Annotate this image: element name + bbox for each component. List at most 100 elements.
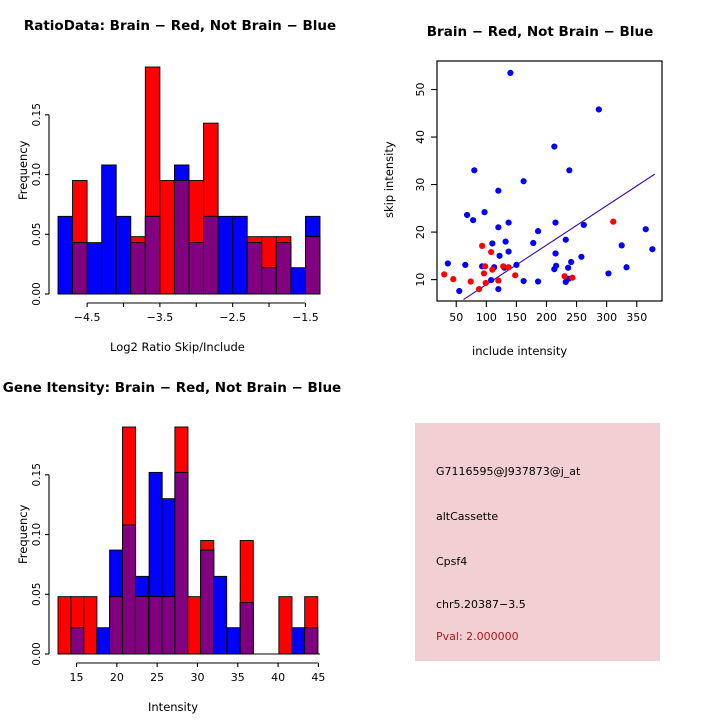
histogram-bar-overlap — [148, 596, 163, 655]
scatter-point — [505, 219, 512, 226]
histogram-bar-red — [159, 180, 175, 295]
histogram-bar-overlap — [203, 215, 219, 295]
event-type-text: altCassette — [436, 510, 499, 523]
scatter-point — [553, 262, 560, 269]
scatter-point — [552, 219, 559, 226]
histogram-bar-blue — [290, 267, 306, 295]
histogram-bar-overlap — [188, 242, 205, 295]
y-tick-label: 0.05 — [31, 583, 43, 606]
y-tick-label: 50 — [414, 83, 427, 97]
histogram-bar-overlap — [144, 215, 161, 295]
scatter-point — [605, 270, 612, 277]
scatter-point — [471, 167, 478, 174]
scatter-point — [495, 277, 502, 284]
x-tick-label: 200 — [536, 311, 557, 324]
histogram-bar-red — [57, 596, 72, 655]
histogram-bar-red — [187, 596, 202, 655]
histogram-bar-overlap — [161, 596, 176, 655]
y-tick-label: 0.15 — [31, 103, 43, 126]
scatter-panel: Brain − Red, Not Brain − Blue skip inten… — [360, 0, 720, 360]
scatter-point — [649, 246, 656, 253]
scatter-point — [623, 264, 630, 271]
scatter-canvas: 10 20 30 40 50 50 100 150 200 250 300 350 — [414, 60, 663, 324]
scatter-point — [495, 224, 502, 231]
y-tick-label: 40 — [414, 130, 427, 144]
x-tick-label: 150 — [506, 311, 527, 324]
x-tick-label: 35 — [231, 671, 245, 684]
scatter-title: Brain − Red, Not Brain − Blue — [426, 24, 654, 40]
y-tick-label: 0.00 — [31, 282, 43, 305]
scatter-point — [467, 278, 474, 285]
scatter-point — [530, 239, 537, 247]
scatter-point — [480, 270, 488, 277]
scatter-point — [566, 167, 573, 174]
y-tick-label: 0.10 — [31, 523, 43, 546]
histogram-bar-blue — [213, 575, 228, 655]
histogram-bar-blue — [96, 627, 111, 655]
gene-histogram-xlabel: Intensity — [148, 700, 199, 714]
histogram-bar-blue — [115, 215, 132, 295]
histogram-bar-overlap — [239, 602, 254, 655]
scatter-point — [551, 143, 558, 150]
histogram-bar-blue — [291, 627, 306, 655]
pval-text: Pval: 2.000000 — [436, 630, 519, 643]
x-tick-label: 100 — [476, 311, 497, 324]
scatter-xlabel: include intensity — [472, 344, 568, 358]
probe-id-text: G7116595@J937873@j_at — [436, 465, 581, 478]
scatter-point — [507, 69, 514, 76]
gene-histogram-canvas: 0.00 0.05 0.10 0.15 15 20 25 30 35 40 45 — [31, 426, 325, 684]
scatter-point — [562, 236, 569, 243]
scatter-point — [512, 272, 519, 279]
histogram-bar-red — [278, 596, 293, 655]
x-tick-label: 45 — [311, 671, 325, 684]
scatter-point — [489, 266, 496, 273]
histogram-bar-blue — [57, 215, 74, 295]
scatter-point — [481, 209, 488, 216]
scatter-point — [496, 252, 503, 259]
x-tick-label: −4.5 — [74, 311, 101, 324]
plot-frame — [436, 60, 663, 302]
histogram-bar-overlap — [174, 471, 189, 655]
scatter-point — [520, 277, 527, 285]
scatter-point — [444, 260, 451, 267]
histogram-bar-blue — [217, 215, 234, 295]
x-tick-label: −3.5 — [147, 311, 174, 324]
scatter-point — [642, 226, 649, 233]
x-tick-label: 350 — [626, 311, 647, 324]
histogram-bar-blue — [101, 164, 117, 295]
y-tick-label: 0.05 — [31, 223, 43, 246]
histogram-bar-overlap — [109, 596, 124, 655]
ratio-histogram-panel: RatioData: Brain − Red, Not Brain − Blue… — [0, 0, 360, 360]
histogram-bar-overlap — [130, 242, 146, 295]
scatter-point — [479, 242, 486, 249]
annotation-box — [415, 423, 660, 661]
x-tick-label: 40 — [271, 671, 285, 684]
scatter-point — [450, 276, 457, 283]
scatter-point — [489, 240, 496, 247]
scatter-point — [456, 287, 463, 295]
scatter-point — [568, 258, 575, 266]
ratio-histogram-xlabel: Log2 Ratio Skip/Include — [110, 340, 245, 354]
scatter-point — [482, 279, 489, 287]
scatter-point — [520, 178, 527, 185]
scatter-point — [505, 248, 512, 255]
x-tick-label: −2.5 — [219, 311, 246, 324]
scatter-point — [441, 271, 448, 278]
histogram-bar-overlap — [70, 627, 85, 655]
scatter-point — [463, 211, 471, 219]
locus-text: chr5.20387−3.5 — [436, 598, 526, 611]
trend-line — [463, 173, 656, 301]
scatter-point — [565, 264, 572, 271]
histogram-bar-blue — [226, 627, 241, 655]
x-tick-label: 250 — [566, 311, 587, 324]
scatter-point — [495, 286, 502, 293]
histogram-bar-overlap — [200, 549, 215, 655]
histogram-bar-blue — [232, 215, 248, 295]
scatter-point — [552, 250, 559, 257]
histogram-bar-red — [83, 596, 98, 655]
scatter-point — [561, 273, 568, 280]
x-tick-label: 15 — [70, 671, 84, 684]
y-tick-label: 0.00 — [31, 642, 43, 665]
gene-histogram-panel: Gene Itensity: Brain − Red, Not Brain − … — [0, 360, 360, 720]
